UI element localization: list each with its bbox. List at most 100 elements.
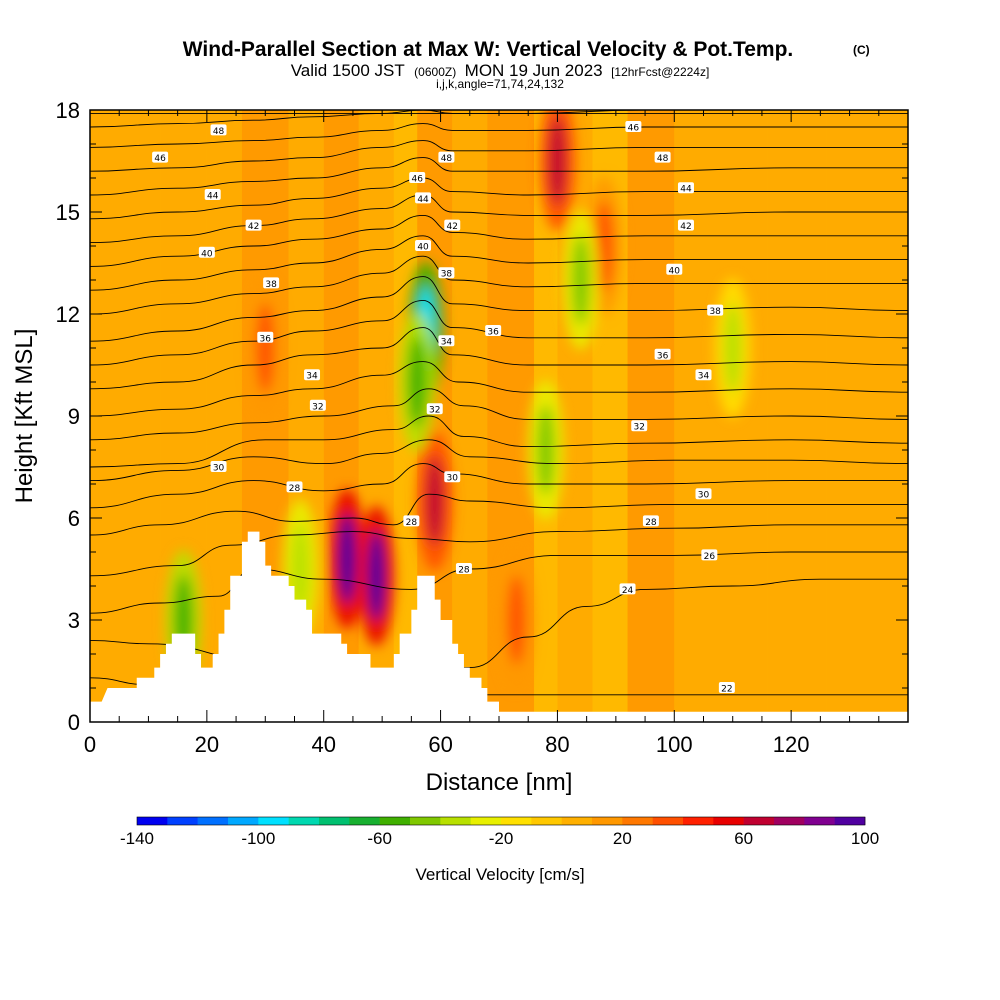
theta-contour-28 xyxy=(90,493,908,536)
contour-label-bg xyxy=(707,304,724,316)
updraft-core xyxy=(548,116,567,206)
y-tick-label: 15 xyxy=(56,200,80,225)
contour-label-bg xyxy=(695,488,712,500)
contour-label-bg xyxy=(309,399,326,411)
contour-label-46: 46 xyxy=(411,175,423,185)
updraft-core xyxy=(256,303,275,393)
contour-label-bg xyxy=(438,151,455,163)
colorbar-swatch xyxy=(561,817,593,825)
contour-label-bg xyxy=(438,267,455,279)
x-axis: 0 20 40 60 80 100 120 xyxy=(84,110,880,757)
colorbar-swatch xyxy=(137,817,168,825)
contour-label-bg xyxy=(718,682,735,693)
contour-labels: 48 46 44 42 40 38 36 34 32 30 28 28 28 48 46 44 42 40 38 34… xyxy=(152,121,735,695)
updraft-core xyxy=(338,513,357,604)
contour-label-bg xyxy=(619,583,636,595)
contour-label-bg xyxy=(642,515,659,527)
colorbar-swatch xyxy=(319,817,350,825)
colorbar-swatch xyxy=(167,817,198,825)
contour-label-36: 36 xyxy=(487,328,499,338)
updraft-core xyxy=(425,456,444,546)
contour-label-bg xyxy=(485,325,502,336)
contour-label-32: 32 xyxy=(312,402,323,412)
x-tick-label: 60 xyxy=(428,732,452,757)
contour-label-34: 34 xyxy=(698,372,710,382)
contour-label-32: 32 xyxy=(634,423,645,433)
contour-label-28: 28 xyxy=(458,566,470,576)
contour-label-42: 42 xyxy=(248,222,259,232)
copyright-mark: (C) xyxy=(853,43,870,57)
colorbar-swatch xyxy=(410,817,441,825)
y-tick-label: 6 xyxy=(68,506,80,531)
colorbar-swatch xyxy=(622,817,653,825)
colorbar-swatch xyxy=(379,817,411,825)
y-tick-label: 3 xyxy=(68,608,80,633)
contour-label-bg xyxy=(444,219,461,231)
contour-label-36: 36 xyxy=(657,351,669,361)
theta-contour-40 xyxy=(90,177,908,220)
contour-label-bg xyxy=(263,277,280,289)
contour-label-44: 44 xyxy=(417,195,429,205)
x-tick-label: 80 xyxy=(545,732,569,757)
x-tick-label: 100 xyxy=(656,732,693,757)
velocity-band xyxy=(674,110,722,722)
colorbar-swatch xyxy=(531,817,562,825)
theta-contour-38 xyxy=(90,214,908,267)
colorbar-swatch xyxy=(349,817,380,825)
section-parameters: i,j,k,angle=71,74,24,132 xyxy=(436,77,564,91)
contour-label-30: 30 xyxy=(698,491,710,501)
colorbar-swatch xyxy=(501,817,532,825)
contour-label-bg xyxy=(304,369,321,381)
velocity-band xyxy=(452,110,488,722)
contour-label-bg xyxy=(245,219,262,231)
contour-label-bg xyxy=(701,549,718,561)
contour-label-bg xyxy=(152,151,169,163)
contour-label-bg xyxy=(210,124,227,136)
theta-contour-44 xyxy=(90,123,908,148)
contour-label-42: 42 xyxy=(447,222,458,232)
contour-label-24: 24 xyxy=(622,586,634,596)
contour-label-bg xyxy=(455,563,472,574)
theta-contour-34 xyxy=(90,299,908,366)
contour-label-34: 34 xyxy=(441,338,453,348)
theta-contour-44 xyxy=(90,110,908,128)
contour-label-38: 38 xyxy=(709,307,721,317)
terrain-mask xyxy=(90,531,908,722)
colorbar: -140 -100 -60 -20 20 60 100 xyxy=(120,816,879,848)
contour-label-48: 48 xyxy=(657,154,669,164)
chart-subtitle: Valid 1500 JST (0600Z) MON 19 Jun 2023 [… xyxy=(291,61,710,80)
theta-contour-40 xyxy=(90,194,908,244)
contour-label-bg xyxy=(210,461,227,472)
contour-label-bg xyxy=(695,369,712,381)
updraft-core xyxy=(595,201,614,291)
contour-label-bg xyxy=(204,189,221,200)
contour-label-bg xyxy=(198,246,215,258)
colorbar-tick-label: 20 xyxy=(613,829,632,848)
downdraft-core xyxy=(291,524,310,614)
colorbar-swatch xyxy=(470,817,502,825)
theta-contour-28 xyxy=(90,463,908,509)
x-tick-label: 120 xyxy=(773,732,810,757)
theta-contour-36 xyxy=(90,255,908,315)
vertical-velocity-cores xyxy=(165,110,751,690)
x-tick-label: 40 xyxy=(311,732,335,757)
contour-label-bg xyxy=(438,335,455,347)
colorbar-swatch xyxy=(804,817,835,825)
updraft-core xyxy=(367,530,386,621)
colorbar-swatch xyxy=(834,817,866,825)
contour-label-26: 26 xyxy=(704,552,716,562)
velocity-band xyxy=(627,110,675,722)
contour-label-44: 44 xyxy=(207,192,219,202)
colorbar-swatch xyxy=(713,817,744,825)
downdraft-core xyxy=(571,235,590,325)
colorbar-swatch xyxy=(683,817,714,825)
y-tick-label: 0 xyxy=(68,710,80,735)
x-axis-label: Distance [nm] xyxy=(426,769,573,796)
contour-label-36: 36 xyxy=(260,334,272,344)
y-tick-label: 12 xyxy=(56,302,80,327)
theta-contour-26 xyxy=(90,524,908,577)
contour-label-28: 28 xyxy=(406,518,418,528)
contour-label-bg xyxy=(415,240,432,251)
colorbar-swatch xyxy=(258,817,289,825)
